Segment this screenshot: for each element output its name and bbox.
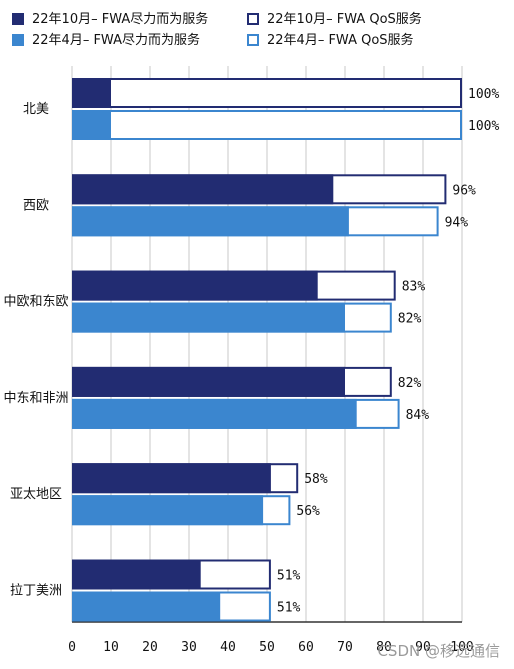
category-label: 拉丁美洲: [10, 584, 62, 599]
watermark: CSDN @移远通信: [377, 642, 500, 660]
category-label: 西欧: [23, 198, 49, 213]
value-label: 51%: [277, 601, 301, 616]
x-tick-label: 0: [68, 640, 76, 655]
bar-qos: [72, 78, 462, 108]
bars-group: [72, 78, 462, 622]
legend-label: 22年4月– FWA QoS服务: [267, 33, 414, 48]
legend-swatch: [12, 34, 24, 46]
bar-best-effort: [72, 463, 271, 494]
bar-best-effort: [72, 495, 264, 526]
bar-best-effort: [72, 366, 345, 397]
bar-qos: [72, 110, 462, 140]
bar-best-effort: [72, 270, 318, 301]
x-tick-label: 10: [103, 640, 119, 655]
bar-best-effort: [72, 302, 345, 333]
category-label: 中东和非洲: [3, 391, 68, 406]
value-label: 84%: [406, 408, 430, 423]
x-tick-label: 50: [259, 640, 275, 655]
category-label: 亚太地区: [10, 487, 62, 502]
legend-swatch: [247, 13, 259, 25]
legend-swatch: [12, 13, 24, 25]
category-label: 中欧和东欧: [3, 295, 68, 310]
value-label: 51%: [277, 569, 301, 584]
value-label: 83%: [402, 280, 426, 295]
x-tick-label: 70: [337, 640, 353, 655]
legend-label: 22年10月– FWA QoS服务: [267, 12, 422, 27]
value-label: 96%: [452, 183, 476, 198]
value-label: 100%: [468, 119, 499, 134]
bar-best-effort: [72, 78, 111, 108]
x-tick-labels: 0 10 20 30 40 50 60 70 80 90 100: [68, 640, 474, 655]
bar-best-effort: [72, 174, 334, 205]
value-labels: 100% 100% 96% 94% 83% 82% 82% 84% 58% 56% 51% 51%: [277, 87, 500, 616]
x-tick-label: 40: [220, 640, 236, 655]
bar-best-effort: [72, 206, 349, 237]
category-label: 北美: [23, 102, 49, 117]
value-label: 82%: [398, 376, 422, 391]
x-tick-label: 90: [415, 640, 431, 655]
value-label: 94%: [445, 215, 469, 230]
x-tick-label: 100: [450, 640, 473, 655]
legend-label: 22年4月– FWA尽力而为服务: [32, 33, 200, 48]
x-tick-label: 30: [181, 640, 197, 655]
bar-best-effort: [72, 559, 201, 590]
value-label: 82%: [398, 312, 422, 327]
legend-swatch: [247, 34, 259, 46]
value-label: 56%: [296, 504, 320, 519]
bar-best-effort: [72, 398, 357, 429]
value-label: 100%: [468, 87, 499, 102]
grid-lines: [71, 66, 463, 623]
x-tick-label: 60: [298, 640, 314, 655]
legend-label: 22年10月– FWA尽力而为服务: [32, 12, 209, 27]
value-label: 58%: [304, 472, 328, 487]
bar-best-effort: [72, 591, 221, 622]
x-tick-label: 20: [142, 640, 158, 655]
bar-best-effort: [72, 110, 111, 140]
x-tick-label: 80: [376, 640, 392, 655]
